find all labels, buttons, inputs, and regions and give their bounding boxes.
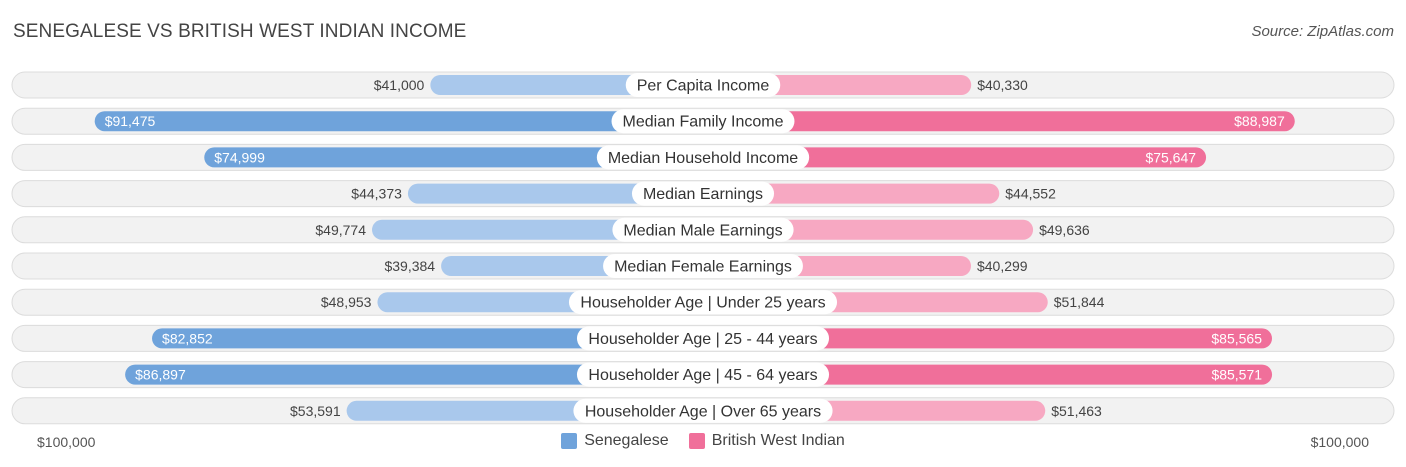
value-label-senegalese: $41,000 xyxy=(374,77,425,93)
category-label: Median Female Earnings xyxy=(614,259,792,276)
value-label-senegalese: $74,999 xyxy=(214,149,265,165)
legend-item-british-west-indian: British West Indian xyxy=(688,432,845,450)
value-label-senegalese: $49,774 xyxy=(315,222,366,238)
value-label-british-west-indian: $75,647 xyxy=(1145,149,1196,165)
legend-swatch-british-west-indian xyxy=(688,433,705,449)
bar-british-west-indian xyxy=(703,328,1273,349)
value-label-british-west-indian: $40,299 xyxy=(977,258,1028,274)
axis-label-right: $100,000 xyxy=(1310,434,1369,450)
bar-senegalese xyxy=(94,111,703,132)
category-label: Householder Age | Under 25 years xyxy=(580,295,825,312)
category-pill xyxy=(611,109,795,134)
legend-label-british-west-indian: British West Indian xyxy=(711,432,845,449)
bar-senegalese xyxy=(152,328,704,349)
category-pill xyxy=(625,73,781,97)
category-label: Median Household Income xyxy=(608,150,798,167)
category-label: Median Earnings xyxy=(643,186,763,203)
bar-british-west-indian xyxy=(703,147,1207,168)
income-comparison-chart: $41,000 $40,330 Per Capita Income $91,475 $8… xyxy=(11,71,1395,425)
value-label-british-west-indian: $85,565 xyxy=(1211,330,1262,346)
value-label-senegalese: $82,852 xyxy=(162,330,213,346)
category-pill xyxy=(576,326,830,351)
category-pill xyxy=(603,254,803,278)
category-label: Median Family Income xyxy=(623,114,784,131)
chart-title: SENEGALESE VS BRITISH WEST INDIAN INCOME xyxy=(13,21,467,42)
value-label-senegalese: $39,384 xyxy=(384,258,435,274)
category-pill xyxy=(568,290,838,315)
category-pill xyxy=(631,181,775,206)
category-label: Per Capita Income xyxy=(637,78,770,95)
category-pill xyxy=(596,145,810,170)
legend-label-senegalese: Senegalese xyxy=(584,432,669,449)
value-label-british-west-indian: $44,552 xyxy=(1005,186,1056,202)
value-label-british-west-indian: $88,987 xyxy=(1234,113,1285,129)
value-label-british-west-indian: $51,463 xyxy=(1051,403,1102,419)
category-label: Householder Age | 45 - 64 years xyxy=(588,367,817,384)
bar-senegalese xyxy=(407,183,703,204)
category-pill xyxy=(576,362,830,387)
category-label: Householder Age | Over 65 years xyxy=(585,403,821,420)
bar-senegalese xyxy=(125,364,703,385)
value-label-british-west-indian: $51,844 xyxy=(1054,294,1105,310)
bar-british-west-indian xyxy=(703,183,1000,204)
axis-label-left: $100,000 xyxy=(37,434,96,450)
chart-source: Source: ZipAtlas.com xyxy=(1251,23,1394,40)
value-label-british-west-indian: $85,571 xyxy=(1211,367,1262,383)
legend-swatch-senegalese xyxy=(561,433,578,449)
value-label-senegalese: $53,591 xyxy=(290,403,341,419)
value-label-senegalese: $86,897 xyxy=(135,367,186,383)
category-label: Median Male Earnings xyxy=(623,222,782,239)
category-label: Householder Age | 25 - 44 years xyxy=(588,331,817,348)
bar-british-west-indian xyxy=(703,111,1295,132)
value-label-senegalese: $44,373 xyxy=(351,186,402,202)
bar-senegalese xyxy=(204,147,703,168)
value-label-senegalese: $48,953 xyxy=(321,294,372,310)
value-label-british-west-indian: $49,636 xyxy=(1039,222,1090,238)
category-pill xyxy=(573,398,833,423)
chart-legend: Senegalese British West Indian xyxy=(0,432,1406,450)
legend-item-senegalese: Senegalese xyxy=(561,432,669,450)
value-label-british-west-indian: $40,330 xyxy=(977,77,1028,93)
value-label-senegalese: $91,475 xyxy=(105,113,156,129)
bar-british-west-indian xyxy=(703,364,1273,385)
category-pill xyxy=(612,217,794,242)
